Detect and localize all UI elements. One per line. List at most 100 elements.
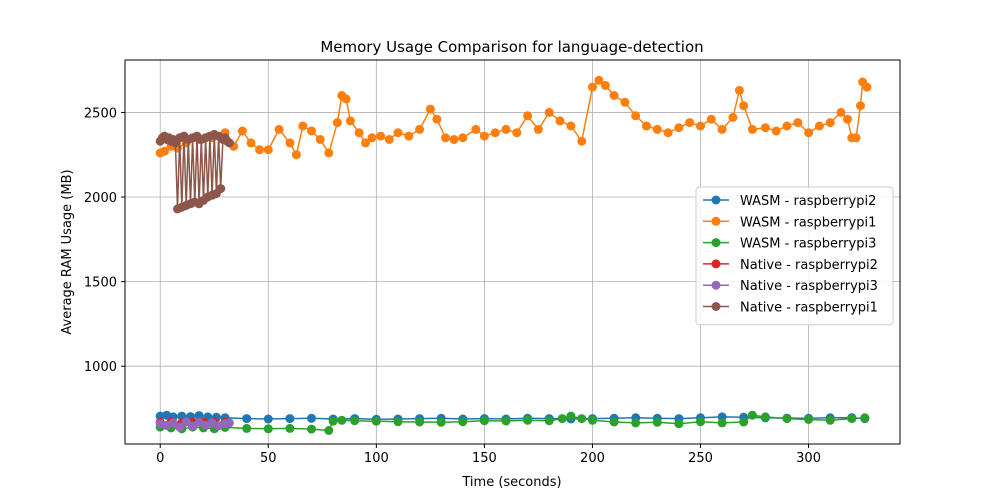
data-point <box>836 107 846 117</box>
data-point <box>523 415 533 425</box>
data-point <box>188 421 198 431</box>
data-point <box>376 131 386 141</box>
data-point <box>181 417 191 427</box>
x-tick-label: 250 <box>688 451 713 466</box>
data-point <box>804 415 814 424</box>
data-point <box>566 411 576 421</box>
data-point <box>194 411 204 421</box>
data-point <box>588 82 597 92</box>
data-point <box>856 101 865 111</box>
data-point <box>337 415 347 425</box>
data-point <box>717 418 727 428</box>
data-point <box>674 419 684 429</box>
data-point <box>717 124 727 134</box>
legend-swatch-marker <box>711 195 721 205</box>
data-point <box>696 417 705 427</box>
data-point <box>345 116 355 126</box>
series-layer <box>155 75 872 435</box>
data-point <box>523 111 533 121</box>
x-tick-label: 50 <box>260 451 277 466</box>
data-point <box>436 417 446 427</box>
data-point <box>315 135 325 144</box>
data-point <box>600 80 610 90</box>
data-point <box>341 94 351 104</box>
series-5 <box>155 129 234 214</box>
legend-label: Native - raspberrypi1 <box>740 301 878 316</box>
data-point <box>242 414 252 424</box>
data-point <box>760 412 770 422</box>
data-point <box>501 124 511 134</box>
data-point <box>441 133 450 143</box>
data-point <box>760 123 770 133</box>
data-point <box>361 138 370 148</box>
legend-swatch-marker <box>711 238 721 248</box>
data-point <box>263 145 273 155</box>
data-point <box>663 128 673 138</box>
data-point <box>734 85 744 95</box>
data-point <box>449 135 459 144</box>
x-axis-ticks: 0 50 100 150 200 250 300 <box>156 444 821 466</box>
data-point <box>544 107 554 117</box>
data-point <box>371 416 381 426</box>
y-tick-label: 1000 <box>84 360 117 375</box>
data-point <box>246 138 256 148</box>
y-tick-label: 1500 <box>84 276 117 291</box>
data-point <box>747 124 757 134</box>
legend-label: WASM - raspberrypi2 <box>740 194 876 209</box>
data-point <box>847 414 857 424</box>
data-point <box>393 417 403 427</box>
x-tick-label: 150 <box>472 451 497 466</box>
legend-label: WASM - raspberrypi3 <box>740 237 876 252</box>
data-point <box>631 111 641 121</box>
legend: WASM - raspberrypi2 WASM - raspberrypi1 WA… <box>695 186 894 326</box>
legend-swatch-marker <box>711 280 721 290</box>
x-tick-label: 300 <box>796 451 821 466</box>
data-point <box>285 414 295 424</box>
data-point <box>793 118 803 128</box>
data-point <box>307 424 316 434</box>
data-point <box>674 123 684 133</box>
data-point <box>168 418 178 428</box>
data-point <box>825 118 835 128</box>
data-point <box>393 128 403 138</box>
data-point <box>263 424 273 434</box>
data-point <box>255 145 265 155</box>
data-point <box>432 114 442 124</box>
data-point <box>274 124 284 134</box>
data-point <box>533 124 543 134</box>
y-tick-label: 2500 <box>84 106 117 121</box>
data-point <box>588 415 597 425</box>
data-point <box>237 126 247 136</box>
data-point <box>367 133 377 143</box>
data-point <box>224 138 234 148</box>
data-point <box>771 126 781 136</box>
data-point <box>739 417 749 427</box>
series-4 <box>155 417 234 432</box>
data-point <box>577 414 587 424</box>
data-point <box>782 414 792 424</box>
data-point <box>594 75 604 85</box>
chart-title: Memory Usage Comparison for language-det… <box>320 38 703 56</box>
data-point <box>609 91 619 100</box>
legend-box <box>695 186 894 326</box>
x-tick-label: 100 <box>364 451 389 466</box>
data-point <box>458 133 468 143</box>
legend-label: WASM - raspberrypi1 <box>740 215 876 230</box>
data-point <box>642 121 651 131</box>
data-point <box>566 121 576 131</box>
data-point <box>696 121 705 131</box>
data-point <box>415 417 425 427</box>
data-point <box>782 121 792 131</box>
legend-swatch-marker <box>711 259 721 269</box>
data-point <box>354 128 364 138</box>
data-point <box>425 104 435 114</box>
data-point <box>577 136 587 146</box>
data-point <box>609 417 619 427</box>
data-point <box>555 116 565 126</box>
data-point <box>471 124 481 134</box>
data-point <box>307 413 316 423</box>
data-point <box>512 128 522 138</box>
data-point <box>631 418 641 428</box>
data-point <box>739 101 749 111</box>
